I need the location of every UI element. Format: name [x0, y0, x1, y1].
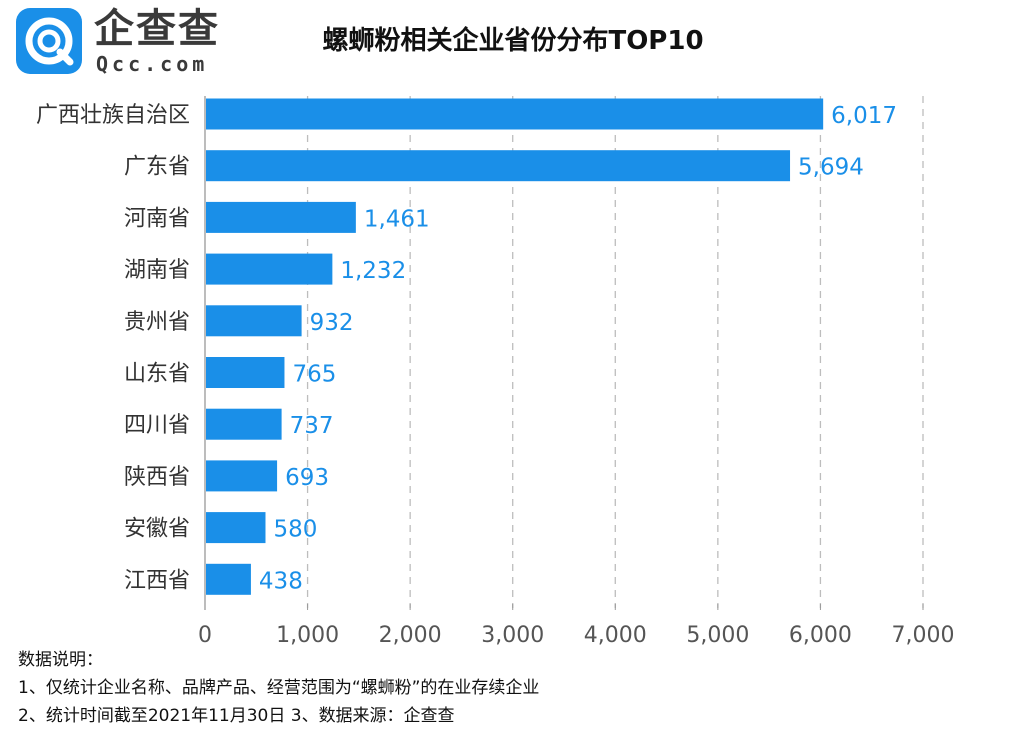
notes-heading: 数据说明： — [18, 650, 103, 670]
bar — [206, 253, 333, 285]
logo-text: 企查查 — [94, 6, 220, 52]
qcc-logo: 企查查 Qcc.com — [16, 6, 236, 78]
bar — [206, 201, 356, 233]
value-label: 1,461 — [364, 206, 430, 232]
value-label: 1,232 — [340, 258, 406, 284]
category-label: 广东省 — [124, 155, 190, 180]
bar — [206, 512, 266, 544]
value-label: 6,017 — [831, 103, 897, 129]
value-label: 765 — [292, 362, 336, 388]
value-label: 5,694 — [798, 155, 864, 181]
x-tick-label: 4,000 — [584, 623, 647, 648]
value-label: 438 — [259, 568, 303, 594]
data-notes: 数据说明： 1、仅统计企业名称、品牌产品、经营范围为“螺蛳粉”的在业存续企业 2… — [18, 646, 539, 730]
bar — [206, 563, 251, 595]
category-label: 四川省 — [124, 413, 190, 438]
x-tick-label: 1,000 — [276, 623, 339, 648]
bar — [206, 305, 302, 337]
x-tick-label: 3,000 — [481, 623, 544, 648]
x-tick-label: 5,000 — [686, 623, 749, 648]
chart-title: 螺蛳粉相关企业省份分布TOP10 — [322, 26, 704, 56]
category-label: 江西省 — [124, 568, 190, 593]
value-label: 932 — [310, 310, 354, 336]
category-label: 湖南省 — [124, 258, 190, 283]
x-tick-label: 2,000 — [379, 623, 442, 648]
category-label: 广西壮族自治区 — [36, 103, 190, 128]
notes-line-2: 2、统计时间截至2021年11月30日 3、数据来源：企查查 — [18, 706, 455, 726]
value-label: 580 — [273, 517, 317, 543]
category-label: 河南省 — [124, 206, 190, 231]
logo-subtext: Qcc.com — [96, 52, 209, 76]
bar — [206, 150, 791, 182]
bar — [206, 98, 824, 130]
x-tick-label: 0 — [198, 623, 212, 648]
value-label: 693 — [285, 465, 329, 491]
value-label: 737 — [290, 413, 334, 439]
category-label: 贵州省 — [124, 310, 190, 335]
bar — [206, 460, 278, 492]
bar — [206, 408, 282, 440]
x-tick-label: 6,000 — [789, 623, 852, 648]
bar — [206, 357, 285, 388]
category-label: 山东省 — [124, 362, 190, 387]
logo-badge-icon — [16, 8, 82, 74]
notes-line-1: 1、仅统计企业名称、品牌产品、经营范围为“螺蛳粉”的在业存续企业 — [18, 678, 540, 698]
category-label: 陕西省 — [124, 465, 190, 490]
category-label: 安徽省 — [124, 517, 190, 542]
x-tick-label: 7,000 — [892, 623, 955, 648]
